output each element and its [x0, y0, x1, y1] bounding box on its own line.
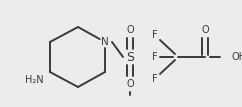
Text: H₂N: H₂N: [25, 75, 43, 85]
Text: N: N: [101, 37, 109, 47]
Text: O: O: [126, 79, 134, 89]
Text: F: F: [152, 30, 158, 40]
Text: F: F: [152, 74, 158, 84]
Text: S: S: [126, 51, 134, 63]
Text: O: O: [126, 25, 134, 35]
Text: F: F: [152, 52, 158, 62]
Text: O: O: [201, 25, 209, 35]
Text: OH: OH: [232, 52, 242, 62]
